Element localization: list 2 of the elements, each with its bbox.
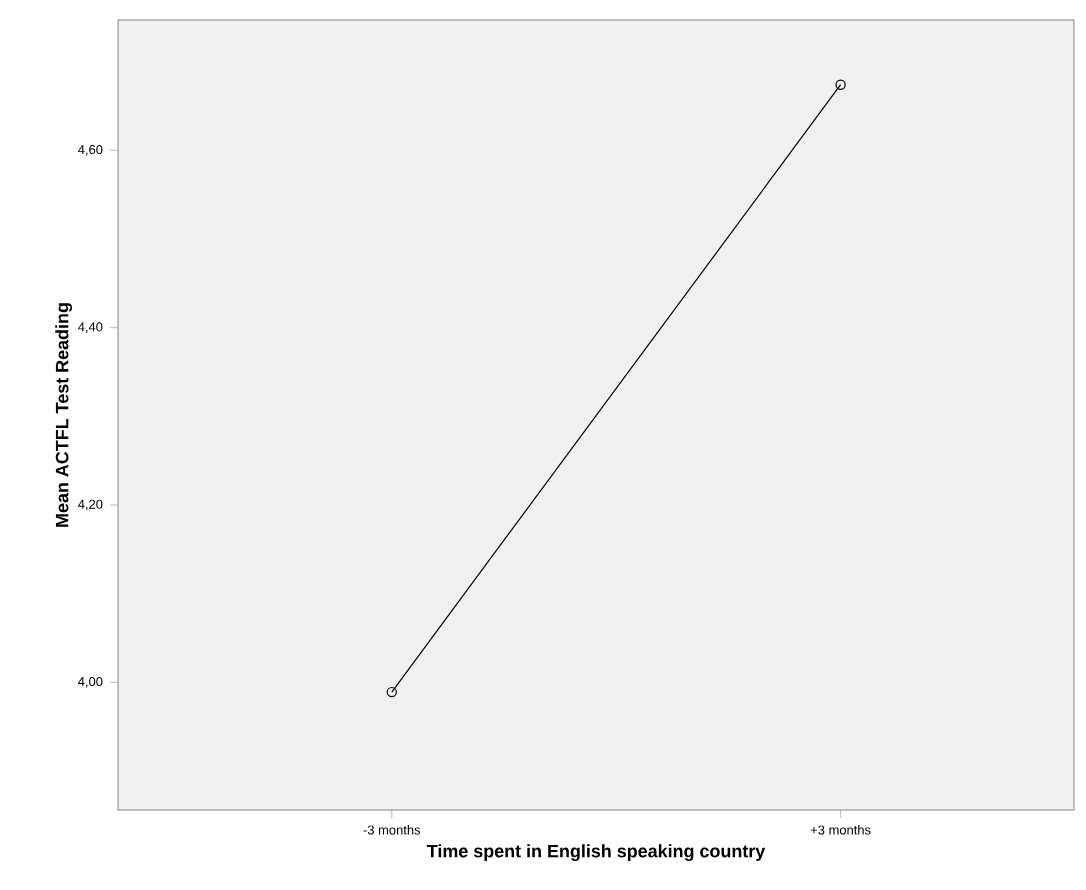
- y-axis-title: Mean ACTFL Test Reading: [55, 303, 73, 527]
- x-axis-title: Time spent in English speaking country: [426, 844, 766, 862]
